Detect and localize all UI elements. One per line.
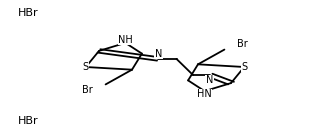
Text: NH: NH xyxy=(118,35,133,44)
Text: Br: Br xyxy=(82,85,93,95)
Text: N: N xyxy=(206,75,213,85)
Text: Br: Br xyxy=(237,39,248,49)
Text: HBr: HBr xyxy=(18,8,39,18)
Text: S: S xyxy=(83,62,89,72)
Text: N: N xyxy=(155,49,162,59)
Text: HN: HN xyxy=(197,90,212,99)
Text: S: S xyxy=(241,62,247,72)
Text: HBr: HBr xyxy=(18,116,39,126)
